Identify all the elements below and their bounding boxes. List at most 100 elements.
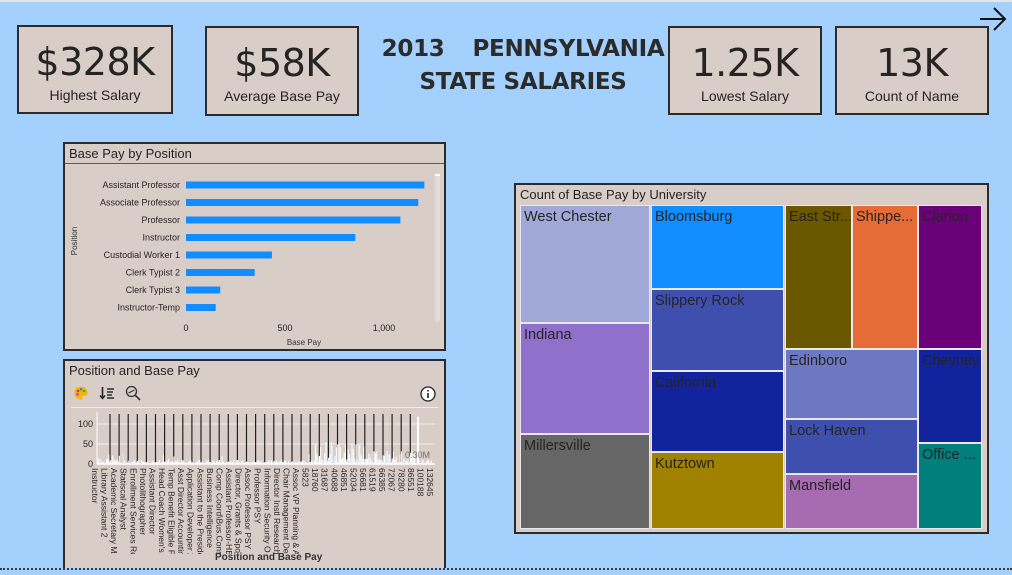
data-bar[interactable] <box>134 460 136 464</box>
data-bar[interactable] <box>164 461 166 464</box>
data-bar[interactable] <box>187 462 189 464</box>
data-bar[interactable] <box>329 454 331 464</box>
data-bar[interactable] <box>347 448 349 464</box>
data-bar[interactable] <box>259 461 261 464</box>
data-bar[interactable] <box>157 461 159 464</box>
data-bar[interactable] <box>251 462 253 464</box>
kpi-lowest-salary[interactable]: 1.25K Lowest Salary <box>668 26 822 115</box>
bar[interactable] <box>186 251 272 259</box>
data-bar[interactable] <box>309 462 311 464</box>
data-bar[interactable] <box>376 451 378 464</box>
data-bar[interactable] <box>276 460 278 464</box>
data-bar[interactable] <box>365 457 367 464</box>
data-bar[interactable] <box>348 454 350 464</box>
data-bar[interactable] <box>100 459 102 464</box>
data-bar[interactable] <box>319 455 320 464</box>
data-bar[interactable] <box>216 460 218 464</box>
data-bar[interactable] <box>384 455 385 464</box>
data-bar[interactable] <box>352 449 354 464</box>
bar[interactable] <box>186 269 255 276</box>
data-bar[interactable] <box>374 453 376 464</box>
data-bar[interactable] <box>385 454 387 464</box>
data-bar[interactable] <box>302 460 304 464</box>
bar[interactable] <box>186 304 216 311</box>
data-bar[interactable] <box>341 459 343 464</box>
data-bar[interactable] <box>321 459 323 464</box>
treemap-cell-kutztown[interactable]: Kutztown <box>651 452 784 529</box>
data-bar[interactable] <box>190 459 192 464</box>
treemap-cell-lock-haven[interactable]: Lock Haven <box>785 419 918 474</box>
data-bar[interactable] <box>395 456 397 464</box>
treemap-cell-clarion[interactable]: Clarion <box>918 205 982 349</box>
data-bar[interactable] <box>278 461 280 464</box>
data-bar[interactable] <box>163 454 164 464</box>
data-bar[interactable] <box>399 454 401 464</box>
data-bar[interactable] <box>356 459 358 464</box>
data-bar[interactable] <box>346 459 348 464</box>
data-bar[interactable] <box>359 445 361 464</box>
data-bar[interactable] <box>250 462 252 464</box>
data-bar[interactable] <box>421 459 423 464</box>
palette-button[interactable] <box>73 385 89 401</box>
data-bar[interactable] <box>299 462 301 464</box>
data-bar[interactable] <box>380 459 382 464</box>
data-bar[interactable] <box>229 461 231 464</box>
data-bar[interactable] <box>320 446 322 464</box>
data-bar[interactable] <box>98 458 99 464</box>
info-button[interactable] <box>420 386 436 402</box>
data-bar[interactable] <box>315 443 317 464</box>
data-bar[interactable] <box>283 460 285 464</box>
data-bar[interactable] <box>247 462 249 464</box>
data-bar[interactable] <box>176 461 177 464</box>
data-bar[interactable] <box>368 453 370 464</box>
data-bar[interactable] <box>426 460 428 464</box>
data-bar[interactable] <box>306 462 307 464</box>
data-bar[interactable] <box>205 460 207 464</box>
data-bar[interactable] <box>400 451 402 464</box>
data-bar[interactable] <box>390 460 392 464</box>
data-bar[interactable] <box>202 460 203 464</box>
data-bar[interactable] <box>308 454 310 464</box>
data-bar[interactable] <box>404 460 406 464</box>
data-bar[interactable] <box>189 460 190 464</box>
data-bar[interactable] <box>181 459 183 464</box>
data-bar[interactable] <box>221 455 223 464</box>
data-bar[interactable] <box>403 458 405 464</box>
data-bar[interactable] <box>298 460 300 464</box>
data-bar[interactable] <box>156 462 158 464</box>
data-bar[interactable] <box>241 461 242 464</box>
data-bar[interactable] <box>203 462 205 464</box>
treemap-cell-millersville[interactable]: Millersville <box>520 434 650 529</box>
data-bar[interactable] <box>151 460 153 464</box>
data-bar[interactable] <box>109 460 111 464</box>
treemap-cell-california[interactable]: California <box>651 371 784 452</box>
data-bar[interactable] <box>273 460 275 464</box>
data-bar[interactable] <box>222 461 224 464</box>
data-bar[interactable] <box>296 462 298 464</box>
kpi-average-base-pay[interactable]: $58K Average Base Pay <box>205 26 359 116</box>
treemap-cell-cheyney[interactable]: Cheyney <box>918 349 982 443</box>
next-page-button[interactable] <box>978 4 1008 32</box>
data-bar[interactable] <box>137 460 138 464</box>
data-bar[interactable] <box>358 442 359 464</box>
data-bar[interactable] <box>169 462 171 464</box>
data-bar[interactable] <box>196 461 198 464</box>
data-bar[interactable] <box>153 462 155 464</box>
data-bar[interactable] <box>265 462 267 464</box>
data-bar[interactable] <box>246 461 248 464</box>
data-bar[interactable] <box>317 456 319 464</box>
data-bar[interactable] <box>294 461 296 464</box>
data-bar[interactable] <box>345 445 346 464</box>
data-bar[interactable] <box>237 459 239 464</box>
data-bar[interactable] <box>130 461 132 464</box>
data-bar[interactable] <box>337 444 339 464</box>
data-bar[interactable] <box>127 460 129 464</box>
data-bar[interactable] <box>238 461 240 464</box>
treemap-cell-office[interactable]: Office ... <box>918 443 982 529</box>
treemap-cell-slippery-rock[interactable]: Slippery Rock <box>651 289 784 371</box>
treemap-cell-edinboro[interactable]: Edinboro <box>785 349 918 419</box>
data-bar[interactable] <box>412 454 414 464</box>
data-bar[interactable] <box>415 459 417 464</box>
data-bar[interactable] <box>166 461 168 464</box>
data-bar[interactable] <box>280 461 281 464</box>
